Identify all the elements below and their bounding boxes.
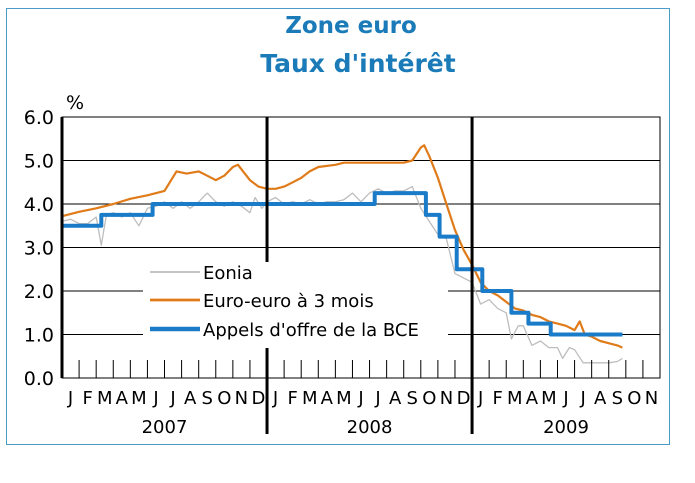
legend-label: Euro-euro à 3 mois — [203, 291, 374, 312]
x-tick-label: N — [440, 388, 453, 409]
y-tick-label: 0.0 — [24, 368, 54, 390]
x-tick-label: N — [235, 388, 248, 409]
x-tick-label: J — [169, 388, 175, 409]
y-tick-label: 1.0 — [24, 325, 54, 347]
x-tick-label: O — [627, 388, 641, 409]
x-tick-label: S — [407, 388, 418, 409]
y-tick-label: 4.0 — [24, 194, 54, 216]
x-tick-label: A — [184, 388, 197, 409]
x-tick-label: S — [202, 388, 213, 409]
x-tick-label: M — [507, 388, 523, 409]
legend: Eonia Euro-euro à 3 mois Appels d'offre de… — [143, 262, 448, 348]
chart-subtitle: Taux d'intérêt — [260, 49, 455, 78]
year-label: 2009 — [543, 417, 589, 438]
year-label: 2008 — [347, 417, 393, 438]
series-lines — [61, 144, 623, 364]
x-tick-label: O — [217, 388, 231, 409]
x-tick-label: J — [562, 388, 568, 409]
y-tick-label: 5.0 — [24, 151, 54, 173]
x-tick-label: A — [526, 388, 539, 409]
y-tick-label: 6.0 — [24, 107, 54, 129]
x-tick-label: O — [422, 388, 436, 409]
x-tick-label: J — [357, 388, 363, 409]
legend-background — [143, 262, 448, 348]
x-tick-label: F — [493, 388, 503, 409]
x-tick-label: M — [302, 388, 318, 409]
x-tick-label: F — [287, 388, 297, 409]
y-tick-label: 2.0 — [24, 281, 54, 303]
legend-label: Eonia — [203, 263, 253, 284]
axes: 0.01.02.03.04.05.06.0J F M A M J J A S O N D J F M A M J J… — [24, 107, 661, 438]
x-tick-label: M — [541, 388, 557, 409]
x-tick-label: J — [477, 388, 483, 409]
x-tick-label: A — [389, 388, 402, 409]
x-tick-label: M — [97, 388, 113, 409]
chart-title: Zone euro — [285, 13, 417, 39]
y-axis-unit: % — [66, 92, 84, 114]
year-label: 2007 — [142, 417, 188, 438]
chart-frame — [6, 8, 670, 445]
x-tick-label: A — [594, 388, 607, 409]
x-tick-label: J — [67, 388, 73, 409]
legend-label: Appels d'offre de la BCE — [203, 320, 419, 341]
x-tick-label: F — [82, 388, 92, 409]
x-tick-label: N — [645, 388, 658, 409]
x-tick-label: A — [116, 388, 129, 409]
x-tick-label: J — [272, 388, 278, 409]
series-line — [62, 191, 623, 337]
y-tick-label: 3.0 — [24, 238, 54, 260]
x-tick-label: D — [252, 388, 266, 409]
x-tick-label: S — [612, 388, 623, 409]
x-tick-label: J — [152, 388, 158, 409]
x-tick-label: M — [131, 388, 147, 409]
x-tick-label: A — [321, 388, 334, 409]
x-tick-label: M — [336, 388, 352, 409]
x-tick-label: D — [457, 388, 471, 409]
x-tick-label: J — [579, 388, 585, 409]
x-tick-label: J — [374, 388, 380, 409]
